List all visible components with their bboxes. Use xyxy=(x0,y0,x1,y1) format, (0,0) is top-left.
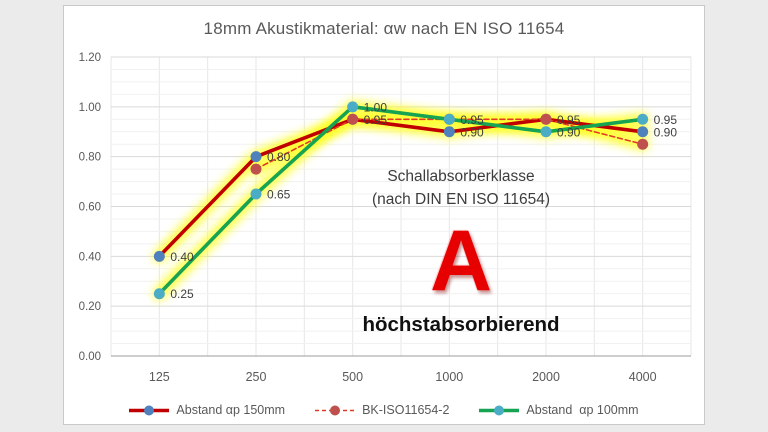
data-label: 0.65 xyxy=(267,188,291,202)
chart-frame: 18mm Akustikmaterial: αw nach EN ISO 116… xyxy=(63,5,705,425)
legend-label-1: BK-ISO11654-2 xyxy=(362,403,450,417)
absorber-class-letter: A xyxy=(429,213,493,309)
y-tick-label: 0.00 xyxy=(79,351,101,363)
x-tick-label: 2000 xyxy=(532,370,560,384)
data-label: 0.40 xyxy=(170,250,194,264)
x-tick-label: 1000 xyxy=(435,370,463,384)
chart-title: 18mm Akustikmaterial: αw nach EN ISO 116… xyxy=(203,19,565,38)
data-point-series-2 xyxy=(347,101,359,113)
data-label: 0.90 xyxy=(557,125,581,139)
data-point-series-1 xyxy=(637,138,649,150)
x-tick-label: 4000 xyxy=(629,370,657,384)
y-tick-label: 0.60 xyxy=(79,202,101,214)
y-tick-label: 0.80 xyxy=(79,152,101,164)
data-point-series-0 xyxy=(250,151,262,163)
class-annotation-title: Schallabsorberklasse (nach DIN EN ISO 11… xyxy=(372,166,550,211)
legend-label-2: Abstand αp 100mm xyxy=(526,403,639,417)
data-point-series-0 xyxy=(637,126,649,138)
data-label: 0.80 xyxy=(267,150,291,164)
x-tick-label: 125 xyxy=(149,370,170,384)
data-label: 0.95 xyxy=(654,113,678,127)
x-tick-label: 500 xyxy=(342,370,363,384)
class-annotation-line1: Schallabsorberklasse xyxy=(387,168,535,185)
data-label: 0.90 xyxy=(654,125,678,139)
series-line-2 xyxy=(157,105,645,296)
class-annotation-line2: (nach DIN EN ISO 11654) xyxy=(371,190,551,208)
data-point-series-2 xyxy=(540,126,552,138)
legend-line-sample xyxy=(479,405,520,415)
data-label: 1.00 xyxy=(364,100,388,114)
data-label: 0.95 xyxy=(364,113,388,127)
data-point-series-1 xyxy=(540,113,552,125)
legend-item-1: BK-ISO11654-2 xyxy=(315,403,449,417)
data-label: 0.90 xyxy=(460,125,484,139)
y-tick-label: 0.40 xyxy=(79,251,101,263)
legend-line-sample xyxy=(315,405,356,415)
x-tick-label: 250 xyxy=(246,370,267,384)
data-point-series-1 xyxy=(250,163,262,175)
data-point-series-0 xyxy=(443,126,455,138)
data-label: 0.95 xyxy=(557,113,581,127)
chart-legend: Abstand αp 150mm BK-ISO11654-2 Abstand αp … xyxy=(64,403,704,417)
series-line-0 xyxy=(157,117,645,259)
legend-line-sample xyxy=(129,405,170,415)
data-point-series-1 xyxy=(347,113,359,125)
data-point-series-0 xyxy=(153,250,165,262)
absorption-line-chart: 0.00 0.20 0.40 0.60 0.80 1.00 1.20 125 250 500 100… xyxy=(79,52,692,384)
y-tick-label: 0.20 xyxy=(79,301,101,313)
absorber-class-description: höchstabsorbierend xyxy=(362,313,560,336)
y-tick-label: 1.20 xyxy=(79,52,101,64)
data-point-series-2 xyxy=(153,288,165,300)
y-tick-label: 1.00 xyxy=(79,102,101,114)
data-point-series-2 xyxy=(250,188,262,200)
legend-label-0: Abstand αp 150mm xyxy=(176,403,286,417)
legend-item-2: Abstand αp 100mm xyxy=(479,403,639,417)
legend-item-0: Abstand αp 150mm xyxy=(129,403,285,417)
data-label: 0.25 xyxy=(170,287,194,301)
data-point-series-2 xyxy=(637,113,649,125)
data-point-series-2 xyxy=(443,113,455,125)
data-label: 0.95 xyxy=(460,113,484,127)
